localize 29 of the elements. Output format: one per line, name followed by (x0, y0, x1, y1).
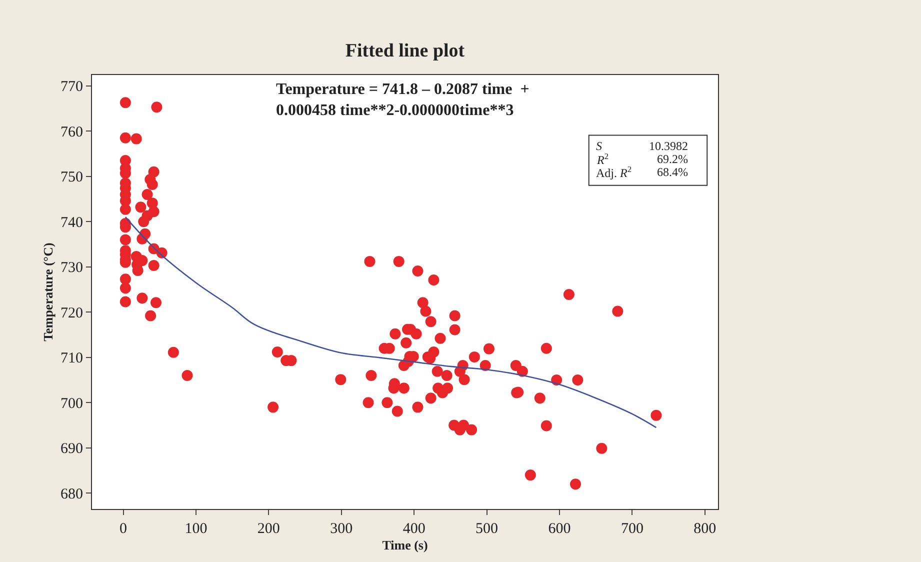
y-tick-label: 700 (60, 396, 83, 412)
y-tick-label: 690 (60, 441, 83, 458)
annotation: 69.2% (657, 152, 688, 166)
y-tick-label: 720 (60, 305, 83, 322)
x-tick-label: 200 (257, 521, 280, 537)
x-tick-label: 500 (476, 521, 498, 537)
y-tick-label: 760 (60, 124, 83, 140)
x-tick-label: 800 (694, 521, 716, 537)
x-tick-label: 0 (120, 521, 128, 537)
annotation: Temperature = 741.8 – 0.2087 time + 0.000458 time**2-0.000000time**3 (276, 81, 530, 119)
y-tick-label: 680 (60, 486, 83, 502)
y-axis-title: Temperature (°C) (40, 242, 56, 342)
chart-title: Fitted line plot (345, 40, 466, 62)
annotation: 68.4% (657, 165, 688, 179)
x-tick-label: 700 (620, 521, 644, 537)
y-tick-label: 730 (60, 260, 83, 276)
x-tick-label: 600 (548, 521, 571, 537)
y-tick-label: 710 (60, 350, 83, 367)
x-tick-label: 400 (402, 521, 426, 537)
x-axis-title: Time (s) (382, 538, 428, 553)
x-tick-label: 300 (330, 521, 353, 537)
annotation: 10.3982 (649, 139, 688, 153)
y-tick-label: 750 (60, 170, 83, 186)
annotation: Adj. R$^{2}$ (596, 165, 632, 180)
annotation: S (596, 139, 602, 153)
y-tick-label: 740 (60, 214, 83, 231)
x-tick-label: 100 (184, 521, 208, 537)
y-tick-label: 770 (60, 79, 83, 96)
annotation: R$^{2}$ (596, 152, 609, 168)
